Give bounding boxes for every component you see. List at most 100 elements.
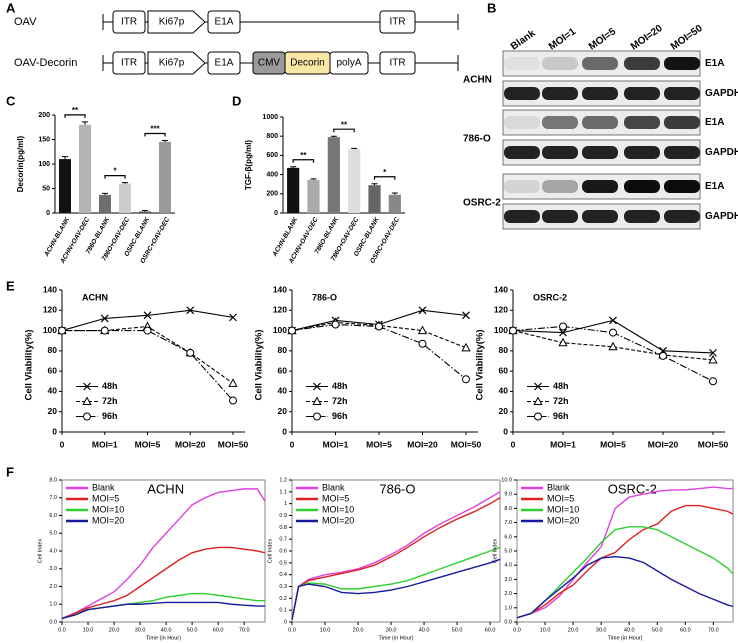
series-line — [516, 526, 734, 619]
marker — [100, 314, 109, 323]
legend-label: MOI=10 — [547, 504, 579, 514]
legend-label: 96h — [332, 411, 348, 421]
x-tick-label: 10.0 — [540, 627, 551, 633]
y-tick-label: 0.9 — [279, 513, 287, 519]
blot-band — [582, 87, 618, 100]
x-tick-label: 60.0 — [485, 627, 496, 633]
panel-label: B — [487, 0, 496, 15]
blot-band — [582, 57, 618, 70]
element-label: polyA — [336, 58, 361, 69]
x-tick-label: 50.0 — [652, 627, 663, 633]
chart-title: OSRC-2 — [608, 481, 657, 496]
chart-title: OSRC-2 — [533, 292, 567, 302]
y-tick-label: 40 — [278, 386, 288, 396]
y-tick-label: 140 — [43, 284, 57, 294]
chart-title: 786-O — [379, 481, 415, 496]
series-line — [61, 546, 266, 620]
blot-band — [664, 146, 700, 159]
y-tick-label: 5.0 — [504, 548, 512, 554]
series-line — [291, 558, 501, 620]
error-bar — [102, 192, 108, 195]
bar — [348, 149, 361, 213]
y-tick-label: 0.8 — [279, 525, 287, 531]
x-axis-label: Time (in Hour) — [379, 635, 414, 641]
bar — [59, 159, 71, 213]
y-tick-label: 0 — [284, 619, 287, 625]
element-label: ITR — [121, 17, 137, 28]
marker — [609, 328, 617, 337]
y-axis-label: Decorin(pg/ml) — [16, 135, 25, 192]
y-tick-label: 10.0 — [501, 477, 512, 483]
x-tick-label: MOI=5 — [135, 439, 161, 449]
element-label: Ki67p — [159, 17, 185, 28]
marker — [709, 348, 717, 357]
y-tick-label: 9.0 — [504, 492, 512, 498]
y-tick-label: 5.0 — [49, 531, 57, 537]
blot-band — [624, 116, 660, 129]
series-line — [291, 323, 467, 380]
error-bar — [371, 183, 378, 186]
marker — [418, 306, 427, 315]
x-tick-label: MOI=1 — [92, 439, 118, 449]
x-tick-label: MOI=1 — [550, 439, 576, 449]
x-tick-label: MOI=50 — [698, 439, 729, 449]
y-tick-label: 0.6 — [279, 548, 287, 554]
blot-band — [664, 87, 700, 100]
element-label: CMV — [258, 58, 281, 69]
marker — [509, 326, 517, 335]
blot-band — [624, 57, 660, 70]
blot-band-label: E1A — [705, 181, 724, 192]
promoter-arrow — [147, 51, 206, 75]
x-tick-label: 20.0 — [109, 627, 120, 633]
x-tick-label: 30.0 — [596, 627, 607, 633]
legend-label: 72h — [332, 396, 348, 406]
blot-band — [542, 180, 578, 193]
series-line — [512, 330, 714, 361]
blot-column-label: MOI=20 — [629, 23, 665, 53]
x-axis-label: Time (in Hour) — [608, 635, 643, 641]
blot-band — [504, 146, 540, 159]
y-tick-label: 0.0 — [504, 619, 512, 625]
y-tick-label: 20 — [48, 406, 58, 416]
x-tick-label: 60.0 — [680, 627, 691, 633]
y-axis-label: Cell Index — [267, 539, 273, 564]
construct-label: OAV-Decorin — [14, 57, 77, 69]
y-tick-label: 7.0 — [504, 520, 512, 526]
legend-label: MOI=20 — [322, 515, 354, 525]
y-tick-label: 140 — [273, 284, 287, 294]
marker — [375, 322, 383, 331]
marker — [462, 375, 470, 384]
legend-marker — [83, 382, 91, 391]
legend-marker — [312, 396, 322, 405]
y-tick-label: 8.0 — [49, 477, 57, 483]
blot-band-label: E1A — [705, 58, 724, 69]
x-tick-label: 70.0 — [708, 627, 719, 633]
bar — [139, 211, 151, 213]
legend-label: Blank — [547, 482, 570, 492]
error-bar — [391, 192, 398, 195]
y-tick-label: 4.0 — [504, 563, 512, 569]
blot-band — [542, 116, 578, 129]
y-tick-label: 1.0 — [49, 602, 57, 608]
marker — [229, 396, 237, 405]
y-tick-label: 3.0 — [504, 577, 512, 583]
marker — [461, 342, 471, 352]
blot-column-label: MOI=5 — [587, 26, 618, 53]
marker — [559, 328, 567, 337]
bar — [327, 137, 340, 213]
element-box — [112, 10, 146, 34]
blot-band — [504, 180, 540, 193]
blot-group-label: OSRC-2 — [463, 198, 501, 209]
y-tick-label: 100 — [38, 161, 50, 168]
y-tick-label: 1.0 — [504, 605, 512, 611]
x-tick-label: 0 — [511, 439, 516, 449]
significance-label: * — [113, 167, 117, 176]
error-bar — [330, 135, 337, 138]
blot-group-label: 786-O — [463, 134, 491, 145]
marker — [228, 378, 238, 387]
marker — [186, 306, 195, 315]
x-tick-label: 60.0 — [213, 627, 224, 633]
x-tick-label: 70.0 — [239, 627, 250, 633]
blot-band-label: GAPDH — [705, 147, 738, 158]
